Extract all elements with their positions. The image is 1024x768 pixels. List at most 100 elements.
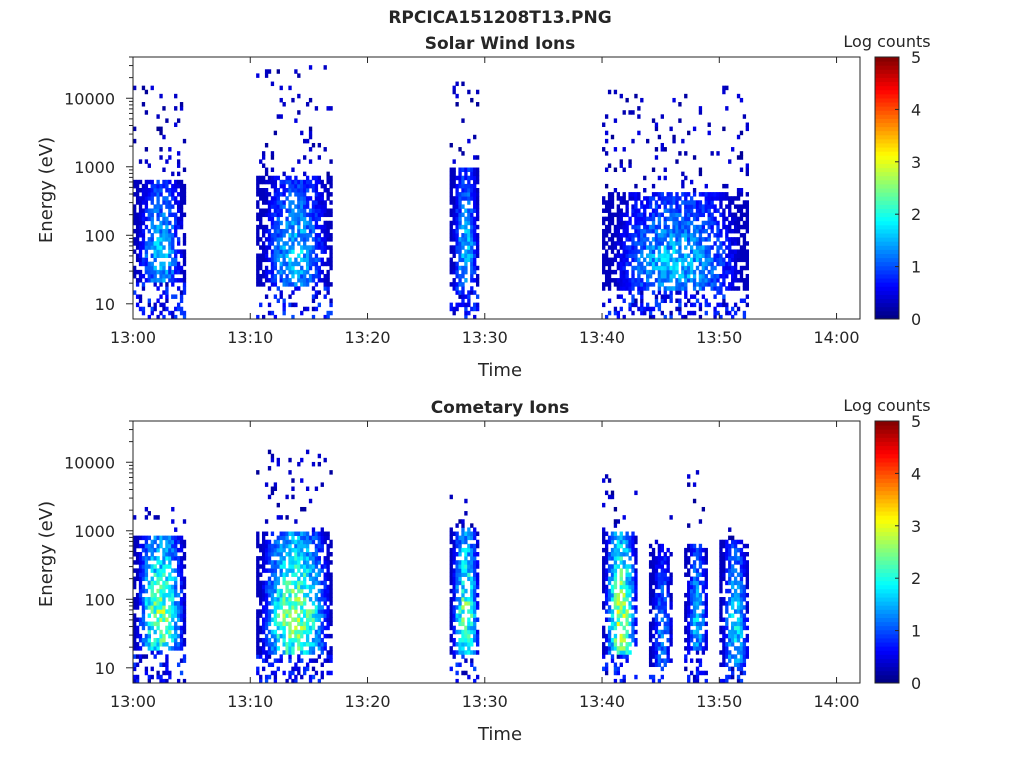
heatmap-cell: [147, 633, 151, 639]
heatmap-cell: [159, 539, 163, 545]
heatmap-cell: [473, 613, 477, 618]
heatmap-cell: [631, 224, 635, 230]
heatmap-cell: [329, 249, 333, 254]
heatmap-cell: [687, 474, 691, 479]
heatmap-cell: [625, 228, 629, 234]
heatmap-cell: [634, 192, 638, 197]
heatmap-cell: [607, 617, 612, 622]
colorbar-segment: [875, 130, 899, 136]
heatmap-cell: [267, 642, 272, 647]
heatmap-cell: [285, 678, 289, 684]
heatmap-cell: [267, 269, 272, 275]
heatmap-cell: [159, 233, 163, 238]
heatmap-cell: [689, 204, 694, 209]
heatmap-cell: [133, 625, 137, 631]
heatmap-cell: [675, 228, 679, 234]
heatmap-cell: [270, 241, 275, 246]
heatmap-cell: [305, 662, 310, 668]
heatmap-cell: [733, 547, 738, 553]
heatmap-cell: [150, 241, 154, 246]
heatmap-cell: [619, 609, 623, 614]
heatmap-cell: [657, 204, 662, 209]
heatmap-cell: [742, 662, 747, 668]
heatmap-cell: [314, 552, 319, 557]
heatmap-cell: [135, 543, 140, 549]
heatmap-cell: [681, 265, 685, 271]
heatmap-cell: [147, 228, 151, 234]
heatmap-cell: [326, 273, 330, 279]
heatmap-cell: [634, 216, 638, 222]
colorbar-segment: [875, 138, 899, 144]
heatmap-cell: [467, 597, 471, 602]
heatmap-cell: [323, 183, 327, 189]
heatmap-cell: [646, 302, 650, 308]
heatmap-cell: [745, 241, 749, 246]
heatmap-cell: [713, 241, 717, 246]
heatmap-cell: [449, 588, 453, 594]
heatmap-cell: [666, 564, 670, 569]
heatmap-cell: [138, 654, 143, 659]
heatmap-cell: [144, 654, 149, 659]
heatmap-cell: [622, 564, 626, 569]
heatmap-cell: [329, 543, 333, 549]
heatmap-cell: [728, 237, 732, 242]
colorbar-segment: [875, 134, 899, 140]
heatmap-cell: [276, 257, 280, 263]
heatmap-cell: [294, 552, 298, 557]
heatmap-cell: [616, 605, 621, 610]
heatmap-cell: [141, 261, 146, 267]
heatmap-cell: [660, 658, 664, 663]
heatmap-cell: [607, 220, 612, 226]
heatmap-cell: [153, 253, 157, 258]
heatmap-cell: [725, 621, 729, 627]
heatmap-cell: [317, 535, 322, 541]
heatmap-cell: [470, 171, 474, 177]
heatmap-cell: [604, 130, 609, 136]
heatmap-cell: [182, 658, 187, 663]
heatmap-cell: [654, 601, 659, 606]
heatmap-cell: [168, 200, 172, 205]
heatmap-cell: [291, 290, 295, 295]
heatmap-cell: [259, 678, 263, 684]
heatmap-cell: [288, 224, 292, 230]
colorbar-segment: [875, 183, 899, 189]
heatmap-cell: [684, 212, 688, 218]
heatmap-cell: [654, 257, 659, 263]
heatmap-cell: [672, 286, 676, 291]
heatmap-cell: [150, 233, 154, 238]
heatmap-cell: [176, 306, 181, 312]
heatmap-cell: [745, 572, 749, 577]
heatmap-cell: [634, 208, 638, 213]
heatmap-cell: [282, 535, 286, 541]
heatmap-cell: [294, 666, 298, 672]
heatmap-cell: [176, 625, 181, 631]
heatmap-cell: [475, 650, 480, 655]
heatmap-cell: [133, 597, 137, 602]
heatmap-cell: [326, 564, 330, 569]
heatmap-cell: [317, 629, 322, 635]
heatmap-cell: [279, 658, 283, 663]
heatmap-cell: [264, 568, 269, 573]
heatmap-cell: [736, 188, 741, 193]
heatmap-cell: [179, 179, 184, 185]
heatmap-cell: [602, 228, 606, 234]
heatmap-cell: [264, 613, 269, 618]
heatmap-cell: [147, 646, 151, 651]
heatmap-cell: [669, 212, 673, 218]
heatmap-cell: [473, 564, 477, 569]
heatmap-cell: [475, 196, 480, 201]
heatmap-cell: [168, 556, 172, 561]
heatmap-cell: [165, 290, 169, 295]
heatmap-cell: [452, 617, 456, 622]
colorbar-segment: [875, 73, 899, 78]
heatmap-cell: [628, 543, 632, 549]
heatmap-cell: [256, 642, 260, 647]
colorbar-segment: [875, 486, 899, 492]
heatmap-cell: [602, 584, 606, 590]
heatmap-cell: [182, 539, 187, 545]
heatmap-cell: [261, 208, 266, 213]
heatmap-cell: [722, 633, 726, 639]
heatmap-cell: [326, 633, 330, 639]
heatmap-cell: [704, 265, 708, 271]
heatmap-cell: [305, 625, 310, 631]
